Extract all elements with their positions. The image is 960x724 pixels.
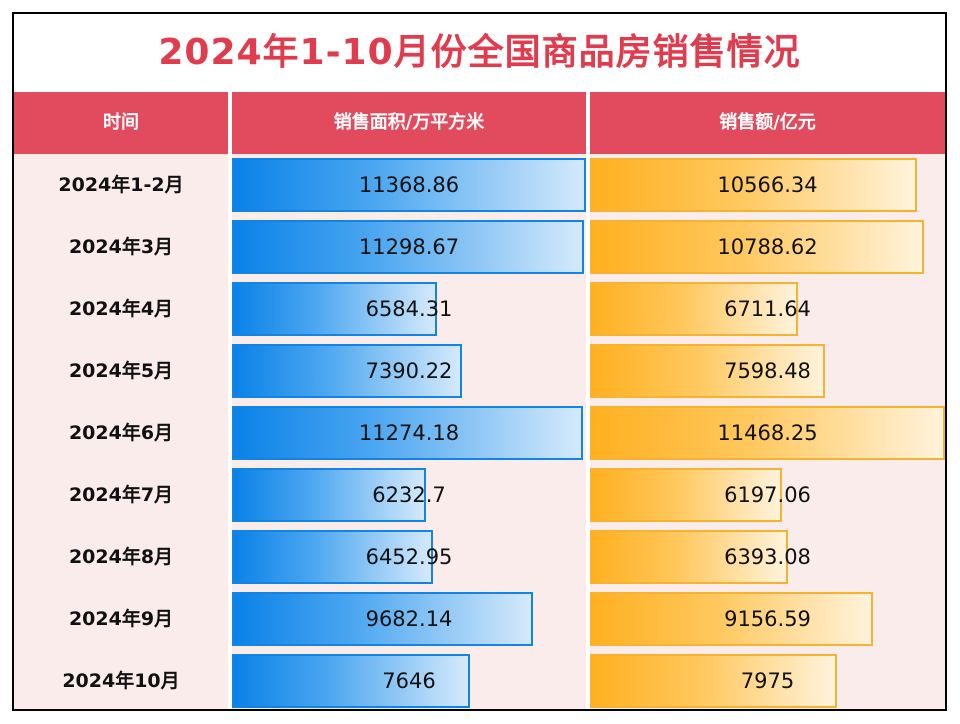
row-period-label: 2024年10月 [62,670,180,692]
chart-frame: 2024年1-10月份全国商品房销售情况 时间 销售面积/万平方米 销售额/亿元… [12,12,947,711]
amount-value: 10788.62 [717,235,818,259]
area-value: 9682.14 [365,607,453,631]
table-row: 2024年4月 6584.31 6711.64 [14,278,945,340]
area-value: 6452.95 [365,545,453,569]
amount-value: 9156.59 [724,607,811,631]
header-time: 时间 [103,112,139,133]
amount-bar [590,468,782,522]
amount-value: 10566.34 [717,173,818,197]
amount-bar [590,158,917,212]
area-bar [232,592,533,646]
table-row: 2024年10月 7646 7975 [14,650,945,712]
area-bar [232,158,586,212]
chart-title: 2024年1-10月份全国商品房销售情况 [158,32,801,73]
header-separator [586,92,590,154]
amount-value: 11468.25 [717,421,818,445]
area-bar [232,530,433,584]
row-period-label: 2024年1-2月 [58,174,184,196]
table-row: 2024年7月 6232.7 6197.06 [14,464,945,526]
area-bar [232,344,462,398]
area-value: 7646 [382,669,436,693]
table-header: 时间 销售面积/万平方米 销售额/亿元 [14,92,945,154]
area-value: 11274.18 [358,421,460,445]
table-body: 2024年1-2月 11368.86 10566.34 2024年3月 11298.67… [14,154,945,709]
amount-bar [590,592,873,646]
area-bar [232,654,470,708]
row-period-label: 2024年5月 [68,360,174,382]
table-row: 2024年9月 9682.14 9156.59 [14,588,945,650]
row-period-label: 2024年4月 [68,298,174,320]
area-value: 6232.7 [372,483,446,507]
amount-bar [590,530,788,584]
amount-value: 6711.64 [724,297,811,321]
amount-value: 6197.06 [724,483,811,507]
column-separator [228,154,232,709]
amount-bar [590,282,798,336]
row-period-label: 2024年3月 [68,236,174,258]
row-period-label: 2024年8月 [68,546,174,568]
amount-value: 7598.48 [724,359,811,383]
area-bar [232,468,426,522]
amount-bar [590,344,825,398]
table-row: 2024年1-2月 11368.86 10566.34 [14,154,945,216]
area-value: 11298.67 [358,235,460,259]
header-separator [228,92,232,154]
amount-bar [590,406,945,460]
amount-value: 6393.08 [724,545,811,569]
row-period-label: 2024年9月 [68,608,174,630]
amount-bar [590,654,837,708]
area-value: 7390.22 [365,359,453,383]
area-value: 6584.31 [365,297,453,321]
area-value: 11368.86 [358,173,460,197]
area-bar [232,282,437,336]
table-row: 2024年8月 6452.95 6393.08 [14,526,945,588]
column-separator [586,154,590,709]
row-period-label: 2024年6月 [68,422,174,444]
header-amount: 销售额/亿元 [719,112,816,133]
header-area: 销售面积/万平方米 [333,112,485,133]
area-bar [232,406,583,460]
amount-bar [590,220,924,274]
amount-value: 7975 [740,669,795,693]
table-row: 2024年5月 7390.22 7598.48 [14,340,945,402]
table-row: 2024年3月 11298.67 10788.62 [14,216,945,278]
table-row: 2024年6月 11274.18 11468.25 [14,402,945,464]
area-bar [232,220,584,274]
row-period-label: 2024年7月 [68,484,174,506]
